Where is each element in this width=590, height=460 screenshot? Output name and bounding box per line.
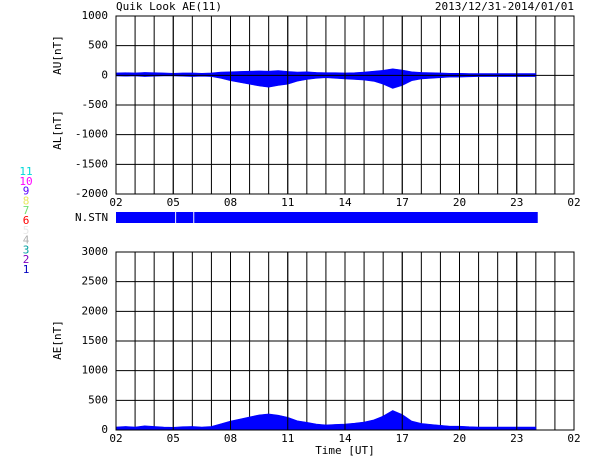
plot-frame [115,251,575,431]
y-tick-label: 2000 [82,304,109,317]
y-tick-label: -1500 [75,157,108,170]
station-legend-label: 1 [23,263,30,276]
station-legend-label: 2 [23,253,30,266]
n-stn-segment [194,212,538,223]
x-tick-label: 08 [224,432,237,445]
x-axis-label: Time [UT] [315,444,375,457]
station-legend-label: 8 [23,194,30,207]
x-tick-label: 05 [167,196,180,209]
area [115,68,537,76]
x-tick-label: 23 [510,432,523,445]
area [115,75,537,89]
x-tick-label: 08 [224,196,237,209]
y-tick-label: -500 [82,98,109,111]
x-tick-label: 20 [453,432,466,445]
x-tick-label: 05 [167,432,180,445]
x-tick-label: 02 [109,432,122,445]
y-tick-label: 0 [101,68,108,81]
x-tick-label: 20 [453,196,466,209]
station-legend-label: 7 [23,204,30,217]
x-tick-label: 23 [510,196,523,209]
y-tick-label: 1500 [82,334,109,347]
x-tick-label: 14 [338,432,352,445]
y-axis-label: AU[nT] [51,35,64,75]
x-tick-label: 11 [281,196,294,209]
chart-subtitle: 2013/12/31-2014/01/01 [435,0,574,13]
y-tick-label: 2500 [82,275,109,288]
y-tick-label: 1000 [82,364,109,377]
n-stn-segment [116,212,176,223]
x-tick-label: 02 [109,196,122,209]
plot-frame [115,15,575,195]
station-legend-label: 4 [23,234,30,247]
x-tick-label: 17 [396,196,409,209]
chart-title: Quik Look AE(11) [116,0,222,13]
n-stn-segment [176,212,194,223]
y-tick-label: -1000 [75,128,108,141]
station-legend-label: 5 [23,224,30,237]
y-tick-label: 500 [88,39,108,52]
y-tick-label: 1000 [82,9,109,22]
x-tick-label: 14 [338,196,352,209]
y-axis-label: AL[nT] [51,110,64,150]
y-tick-label: 500 [88,393,108,406]
x-tick-label: 11 [281,432,294,445]
station-legend-label: 9 [23,185,30,198]
n-stn-label: N.STN [75,211,108,224]
station-legend-label: 10 [19,175,32,188]
y-tick-label: 0 [101,423,108,436]
x-tick-label: 02 [567,196,580,209]
x-tick-label: 02 [567,432,580,445]
station-legend-label: 11 [19,165,32,178]
station-legend-label: 3 [23,243,30,256]
y-axis-label: AE[nT] [51,320,64,360]
y-tick-label: 3000 [82,245,109,258]
x-tick-label: 17 [396,432,409,445]
y-tick-label: -2000 [75,187,108,200]
area [115,410,537,431]
station-legend-label: 6 [23,214,30,227]
